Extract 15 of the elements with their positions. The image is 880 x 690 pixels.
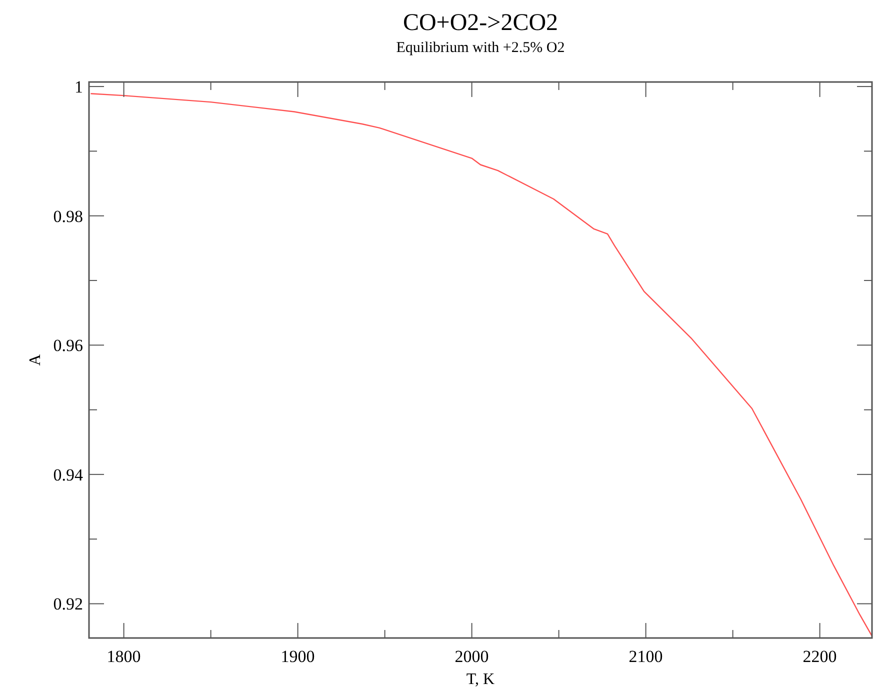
y-tick-label: 1: [74, 77, 83, 96]
y-tick-label: 0.98: [53, 206, 83, 226]
x-tick-label: 2200: [802, 647, 837, 666]
x-tick-label: 1800: [106, 647, 141, 666]
y-tick-label: 0.92: [53, 594, 83, 614]
x-axis-title: T, K: [466, 671, 496, 688]
y-tick-label: 0.96: [53, 336, 83, 356]
y-tick-label: 0.94: [53, 465, 84, 484]
chart-subtitle: Equilibrium with +2.5% O2: [396, 40, 565, 56]
x-tick-label: 1900: [280, 647, 315, 666]
line-series: [90, 93, 873, 637]
chart-title: CO+O2->2CO2: [402, 10, 558, 36]
y-axis-title: A: [27, 354, 44, 366]
x-tick-label: 2100: [628, 647, 663, 666]
x-tick-label: 2000: [454, 647, 489, 666]
